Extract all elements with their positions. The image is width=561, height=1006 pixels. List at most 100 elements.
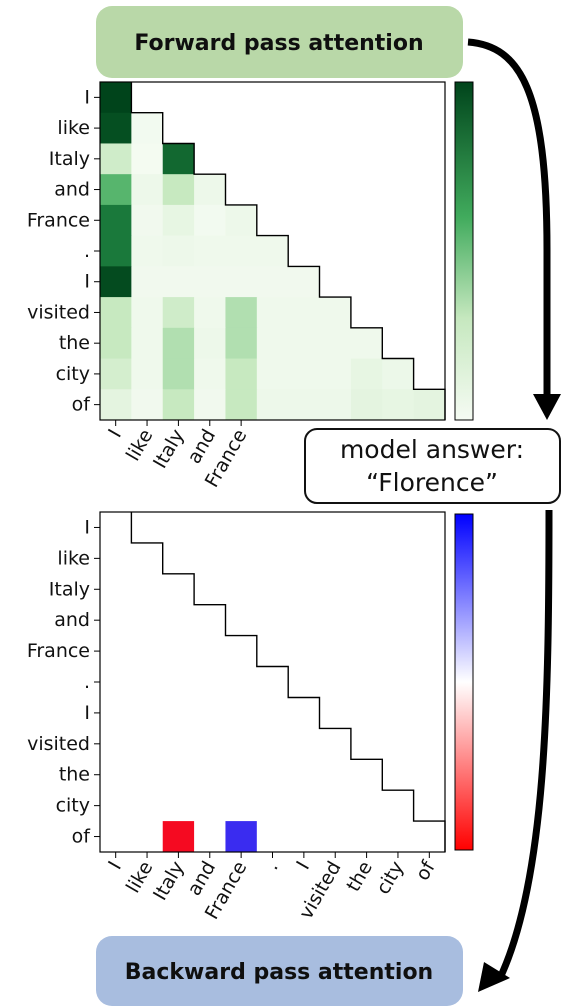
forward-cell xyxy=(100,358,132,390)
forward-cell xyxy=(131,266,164,298)
backward-y-tick-label: like xyxy=(57,547,90,569)
answer-to-backward-arrow xyxy=(496,509,553,980)
forward-colorbar xyxy=(454,81,474,421)
forward-cell xyxy=(131,112,164,144)
forward-cell xyxy=(131,297,164,329)
forward-cell xyxy=(162,389,195,421)
backward-x-tick-label: the xyxy=(342,858,377,896)
forward-cell xyxy=(194,327,226,360)
forward-cell xyxy=(382,389,415,421)
forward-cell xyxy=(288,389,321,421)
forward-cell xyxy=(319,358,352,390)
forward-cell xyxy=(319,297,352,329)
forward-cell xyxy=(319,327,352,360)
forward-cell xyxy=(350,389,383,421)
backward-colorbar xyxy=(454,513,474,851)
forward-cell xyxy=(162,266,195,298)
forward-cell xyxy=(131,174,164,206)
forward-cell xyxy=(288,358,321,390)
forward-cell xyxy=(131,235,164,267)
forward-cell xyxy=(162,235,195,267)
forward-cell xyxy=(100,389,132,421)
forward-cell xyxy=(194,266,226,298)
backward-x-tick-label: I xyxy=(104,858,126,874)
forward-cell xyxy=(288,327,321,360)
forward-cell xyxy=(225,327,258,360)
backward-y-tick-label: visited xyxy=(27,733,90,755)
forward-cell xyxy=(194,297,226,329)
backward-y-tick-label: I xyxy=(84,516,90,538)
forward-y-tick-label: . xyxy=(84,240,90,262)
forward-cell xyxy=(162,204,195,237)
forward-to-answer-arrow xyxy=(467,38,551,396)
forward-cell xyxy=(256,389,289,421)
forward-cell xyxy=(288,266,321,298)
forward-pass-title: Forward pass attention xyxy=(134,31,423,56)
forward-cell xyxy=(194,204,226,237)
forward-cell xyxy=(100,327,132,360)
backward-x-tick-label: city xyxy=(372,858,408,899)
backward-y-tick-label: . xyxy=(84,671,90,693)
backward-highlight-cell-positive xyxy=(225,821,257,852)
backward-x-tick-label: . xyxy=(261,858,283,874)
backward-highlight-cell-negative xyxy=(162,821,195,852)
backward-heatmap-cells xyxy=(162,821,257,852)
forward-causal-mask-line xyxy=(130,82,446,420)
forward-cell xyxy=(100,204,132,237)
forward-cell xyxy=(194,235,226,267)
forward-cell xyxy=(194,174,226,206)
forward-y-tick-label: like xyxy=(57,117,90,139)
forward-cell xyxy=(350,358,383,390)
forward-cell xyxy=(100,82,132,114)
backward-y-tick-label: the xyxy=(59,764,90,786)
backward-y-tick-label: I xyxy=(84,702,90,724)
backward-pass-title: Backward pass attention xyxy=(125,960,433,985)
answer-to-backward-arrowhead xyxy=(478,962,510,992)
forward-y-tick-label: France xyxy=(27,209,90,231)
forward-cell xyxy=(256,358,289,390)
forward-cell xyxy=(162,327,195,360)
forward-x-tick-label: Italy xyxy=(149,426,189,473)
forward-cell xyxy=(256,235,289,267)
model-answer-box: model answer: “Florence” xyxy=(304,428,561,504)
forward-cell xyxy=(350,327,383,360)
forward-cell xyxy=(162,297,195,329)
forward-cell xyxy=(131,358,164,390)
backward-pass-banner: Backward pass attention xyxy=(96,936,463,1006)
forward-cell xyxy=(413,389,446,421)
forward-cell xyxy=(131,204,164,237)
forward-cell xyxy=(382,358,415,390)
forward-cell xyxy=(225,297,258,329)
forward-cell xyxy=(225,266,258,298)
forward-cell xyxy=(225,358,258,390)
backward-causal-mask-line xyxy=(130,512,446,852)
forward-to-answer-arrowhead xyxy=(533,394,561,420)
forward-cell xyxy=(100,112,132,144)
forward-cell xyxy=(100,174,132,206)
forward-pass-banner: Forward pass attention xyxy=(96,6,463,78)
forward-cell xyxy=(194,389,226,421)
backward-y-tick-label: and xyxy=(54,609,90,631)
backward-x-tick-label: I xyxy=(292,858,314,874)
forward-cell xyxy=(256,266,289,298)
forward-cell xyxy=(100,143,132,175)
forward-cell xyxy=(100,297,132,329)
forward-cell xyxy=(100,266,132,298)
backward-y-tick-label: city xyxy=(56,795,90,817)
forward-cell xyxy=(131,143,164,175)
forward-cell xyxy=(319,389,352,421)
forward-y-tick-label: visited xyxy=(27,301,90,323)
forward-cell xyxy=(225,204,258,237)
backward-heatmap-frame xyxy=(99,511,446,853)
forward-cell xyxy=(131,327,164,360)
forward-cell xyxy=(194,358,226,390)
forward-cell xyxy=(256,327,289,360)
forward-y-tick-label: I xyxy=(84,86,90,108)
forward-cell xyxy=(225,235,258,267)
forward-y-tick-label: of xyxy=(72,394,92,416)
forward-x-tick-label: I xyxy=(104,426,126,442)
backward-y-tick-label: Italy xyxy=(49,578,90,600)
backward-y-tick-label: France xyxy=(27,640,90,662)
